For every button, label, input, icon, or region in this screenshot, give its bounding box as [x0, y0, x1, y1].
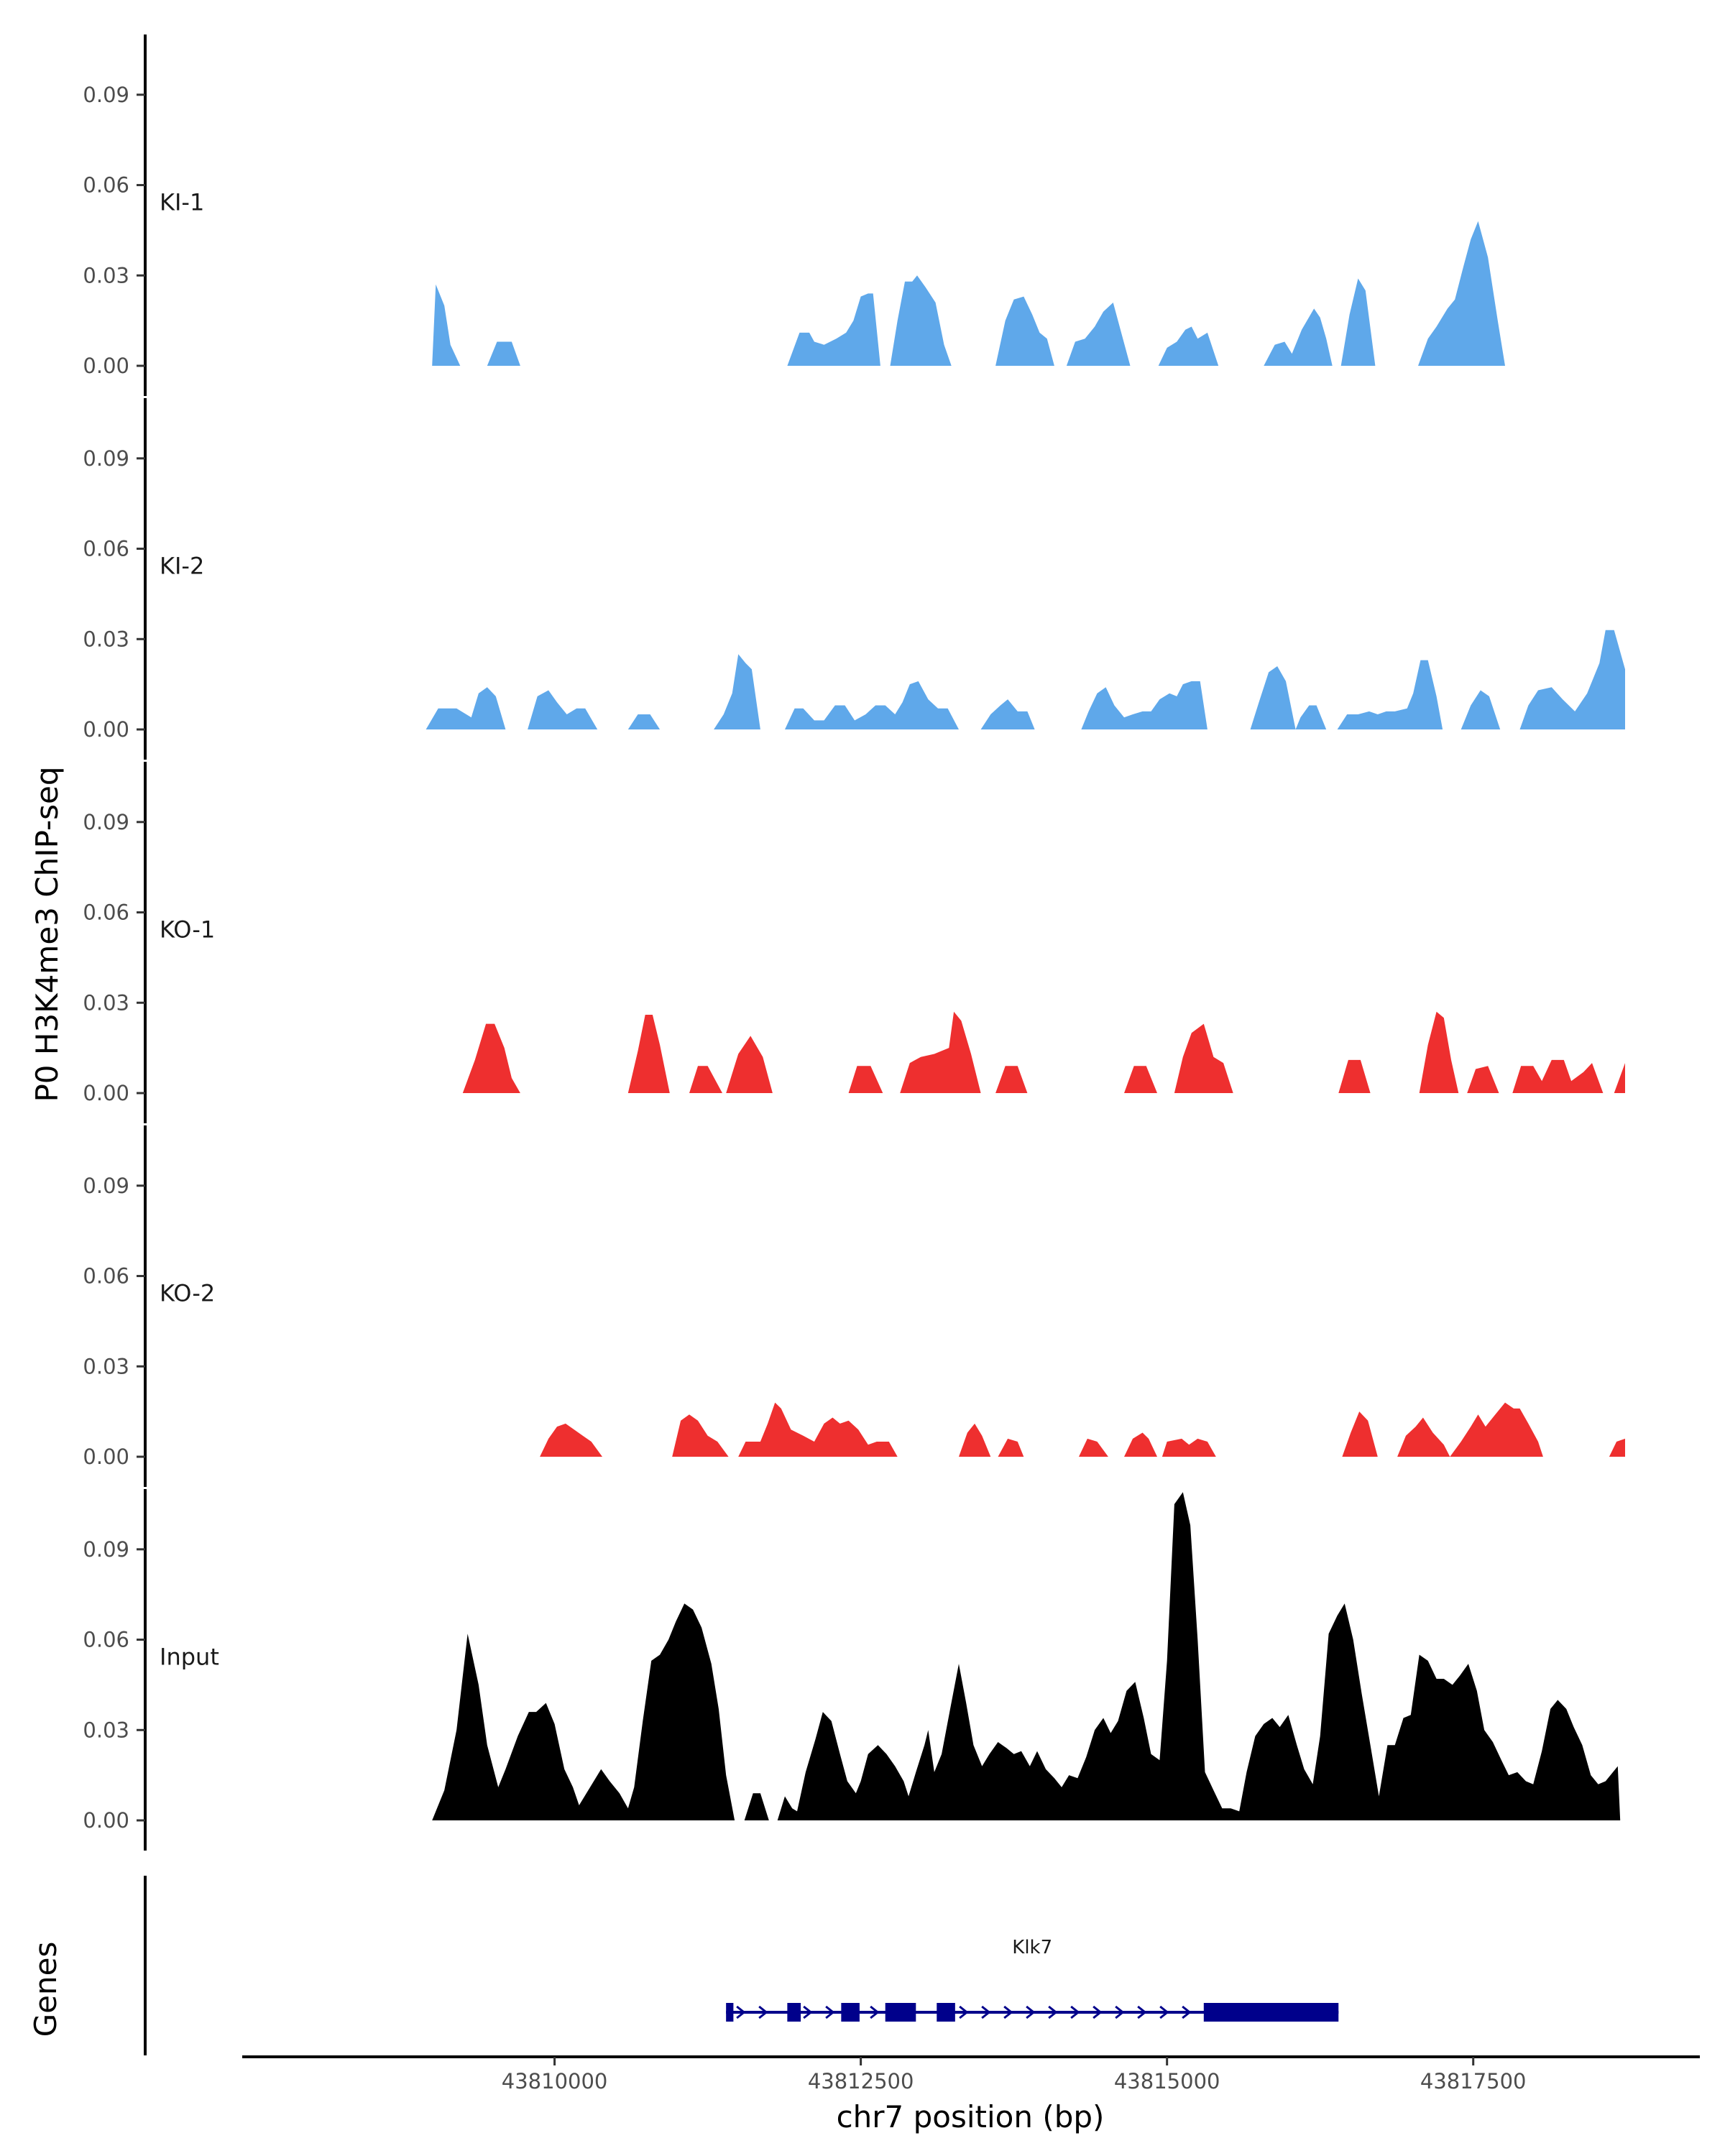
- track-input: 0.00 0.03 0.06 0.09 Input: [83, 1489, 1621, 1851]
- track-ki-1: 0.00 0.03 0.06 0.09 KI-1: [83, 34, 1506, 396]
- x-axis: 43810000 43812500 43815000 43817500: [242, 2055, 1700, 2093]
- y-tick-label: 0.09: [83, 810, 129, 834]
- signal-area-ki-2: [426, 630, 1625, 729]
- genes-panel: Klk7: [144, 1876, 1339, 2055]
- strand-arrow: [825, 2005, 835, 2019]
- exon: [841, 2003, 860, 2022]
- signal-area-ko-1: [462, 1011, 1625, 1093]
- exon: [1203, 2003, 1339, 2022]
- signal-area-ko-2: [540, 1402, 1625, 1457]
- strand-arrow: [981, 2005, 991, 2019]
- strand-arrow: [803, 2005, 813, 2019]
- y-tick-label: 0.09: [83, 1174, 129, 1198]
- track-label: Input: [160, 1644, 219, 1671]
- y-tick-label: 0.03: [83, 1354, 129, 1378]
- track-label: KI-2: [160, 553, 204, 580]
- strand-arrow: [959, 2005, 969, 2019]
- strand-arrow: [1026, 2005, 1036, 2019]
- genes-axis-title: Genes: [28, 1942, 63, 2037]
- strand-arrow: [870, 2005, 880, 2019]
- exon: [787, 2003, 801, 2022]
- y-tick-label: 0.00: [83, 717, 129, 742]
- x-tick-label: 43815000: [1114, 2069, 1220, 2093]
- y-tick-label: 0.00: [83, 1808, 129, 1833]
- exon: [726, 2003, 734, 2022]
- strand-arrow: [1159, 2005, 1169, 2019]
- y-tick-label: 0.09: [83, 446, 129, 471]
- gene-label: Klk7: [1012, 1937, 1052, 1958]
- signal-area-ki-1: [432, 221, 1506, 366]
- strand-arrow: [1003, 2005, 1013, 2019]
- track-ko-1: 0.00 0.03 0.06 0.09 KO-1: [83, 762, 1625, 1123]
- strand-arrow: [1115, 2005, 1125, 2019]
- y-tick-label: 0.00: [83, 1445, 129, 1469]
- track-label: KI-1: [160, 189, 204, 216]
- y-tick-label: 0.03: [83, 1718, 129, 1742]
- strand-arrow: [1048, 2005, 1058, 2019]
- x-tick-label: 43817500: [1420, 2069, 1527, 2093]
- x-tick-label: 43810000: [502, 2069, 608, 2093]
- y-tick-label: 0.00: [83, 354, 129, 378]
- strand-arrow: [1092, 2005, 1103, 2019]
- strand-arrow: [1182, 2005, 1192, 2019]
- y-tick-label: 0.03: [83, 627, 129, 651]
- x-tick-label: 43812500: [808, 2069, 914, 2093]
- y-tick-label: 0.06: [83, 1264, 129, 1289]
- tracks: 0.00 0.03 0.06 0.09 KI-1 0.00 0.03 0.06 0.09 KI-2…: [83, 34, 1625, 1851]
- y-tick-label: 0.03: [83, 263, 129, 287]
- exon: [885, 2003, 916, 2022]
- track-label: KO-1: [160, 916, 215, 944]
- track-ki-2: 0.00 0.03 0.06 0.09 KI-2: [83, 398, 1625, 760]
- y-tick-label: 0.09: [83, 1537, 129, 1562]
- y-axis-title: P0 H3K4me3 ChIP-seq: [29, 766, 65, 1102]
- y-tick-label: 0.06: [83, 900, 129, 925]
- track-label: KO-2: [160, 1280, 215, 1307]
- gene-klk7: Klk7: [726, 1937, 1339, 2022]
- strand-arrow: [1137, 2005, 1147, 2019]
- y-tick-label: 0.09: [83, 83, 129, 107]
- y-tick-label: 0.00: [83, 1081, 129, 1105]
- exon: [937, 2003, 955, 2022]
- strand-arrow: [736, 2005, 746, 2019]
- y-tick-label: 0.06: [83, 1628, 129, 1652]
- x-axis-title: chr7 position (bp): [837, 2099, 1105, 2134]
- y-tick-label: 0.06: [83, 173, 129, 198]
- y-tick-label: 0.06: [83, 537, 129, 561]
- y-tick-label: 0.03: [83, 990, 129, 1015]
- track-ko-2: 0.00 0.03 0.06 0.09 KO-2: [83, 1125, 1625, 1487]
- strand-arrow: [758, 2005, 768, 2019]
- strand-arrow: [1070, 2005, 1080, 2019]
- signal-area-input: [432, 1492, 1621, 1820]
